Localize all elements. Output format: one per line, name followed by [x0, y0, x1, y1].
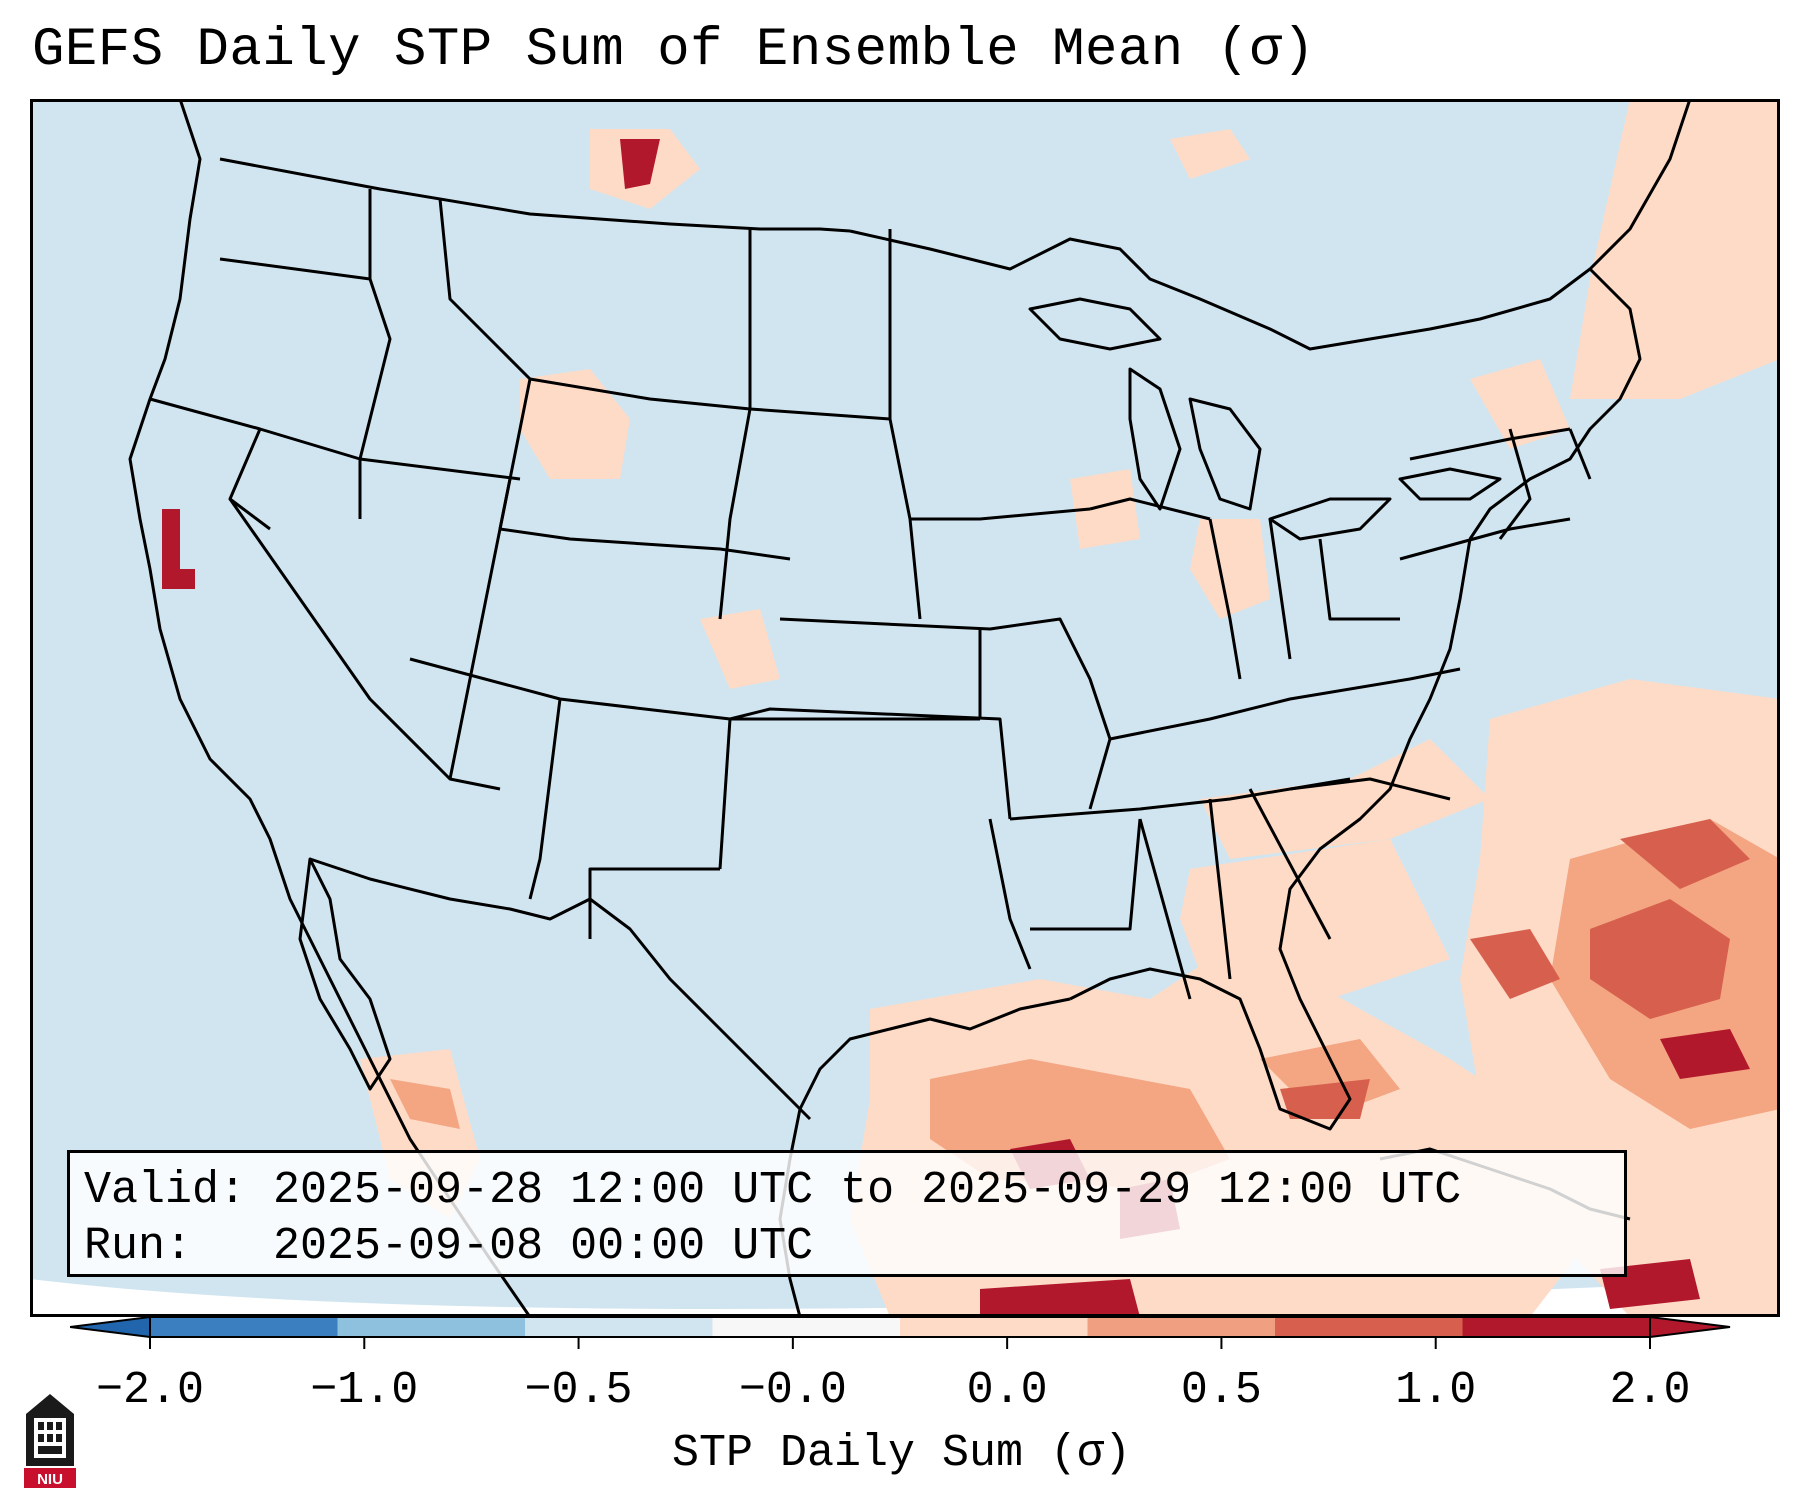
svg-text:NIU: NIU [37, 1471, 63, 1488]
colorbar-extend-low [70, 1317, 151, 1339]
state-boundaries [128, 99, 1692, 1317]
colorbar-tick-label: 1.0 [1395, 1365, 1477, 1416]
colorbar-segment [1087, 1317, 1276, 1337]
colorbar-label: STP Daily Sum (σ) [671, 1428, 1132, 1479]
map-frame [30, 99, 1780, 1317]
anomaly-region [1660, 1029, 1750, 1079]
map-panel [30, 99, 1780, 1317]
anomaly-region [520, 369, 630, 479]
anomaly-region [1570, 99, 1780, 399]
anomaly-region [1620, 819, 1750, 889]
colorbar-segment [150, 1317, 338, 1337]
colorbar-tick-label: −1.0 [310, 1365, 419, 1416]
anomaly-region [1070, 469, 1140, 549]
colorbar-tick-label: 2.0 [1609, 1365, 1691, 1416]
anomaly-region [620, 139, 660, 189]
anomaly-region [980, 1279, 1140, 1317]
run-time-line: Run: 2025-09-08 00:00 UTC [84, 1221, 814, 1272]
colorbar-tick-label: −2.0 [95, 1365, 205, 1416]
valid-time-line: Valid: 2025-09-28 12:00 UTC to 2025-09-2… [84, 1165, 1462, 1216]
colorbar-segment [525, 1317, 713, 1337]
colorbar-segment [900, 1317, 1088, 1337]
colorbar-segment [337, 1317, 526, 1337]
colorbar-frame [149, 1317, 1651, 1338]
anomaly-region [1280, 1079, 1370, 1119]
colorbar-tick-label: −0.5 [524, 1365, 633, 1416]
colorbar-segment [1275, 1317, 1463, 1337]
valid-run-info-box: Valid: 2025-09-28 12:00 UTC to 2025-09-2… [67, 1150, 1627, 1277]
anomaly-region [390, 1079, 460, 1129]
anomaly-region [1470, 359, 1570, 449]
anomaly-region [162, 509, 195, 589]
niu-logo: NIU [24, 1394, 76, 1488]
colorbar-segment [712, 1317, 901, 1337]
colorbar [70, 1317, 1731, 1349]
anomaly-region [1590, 899, 1730, 1019]
colorbar-tick-label: −0.0 [738, 1365, 847, 1416]
anomaly-region [700, 609, 780, 689]
colorbar-segment [1462, 1317, 1651, 1337]
colorbar-extend-high [1649, 1317, 1731, 1339]
anomaly-region [1470, 929, 1560, 999]
colorbar-tick-label: 0.5 [1180, 1365, 1262, 1416]
anomaly-region [1170, 129, 1250, 179]
colorbar-tick-label: 0.0 [966, 1365, 1048, 1416]
anomaly-region [1180, 839, 1450, 999]
chart-title: GEFS Daily STP Sum of Ensemble Mean (σ) [32, 20, 1316, 81]
anomaly-region [1190, 519, 1270, 619]
